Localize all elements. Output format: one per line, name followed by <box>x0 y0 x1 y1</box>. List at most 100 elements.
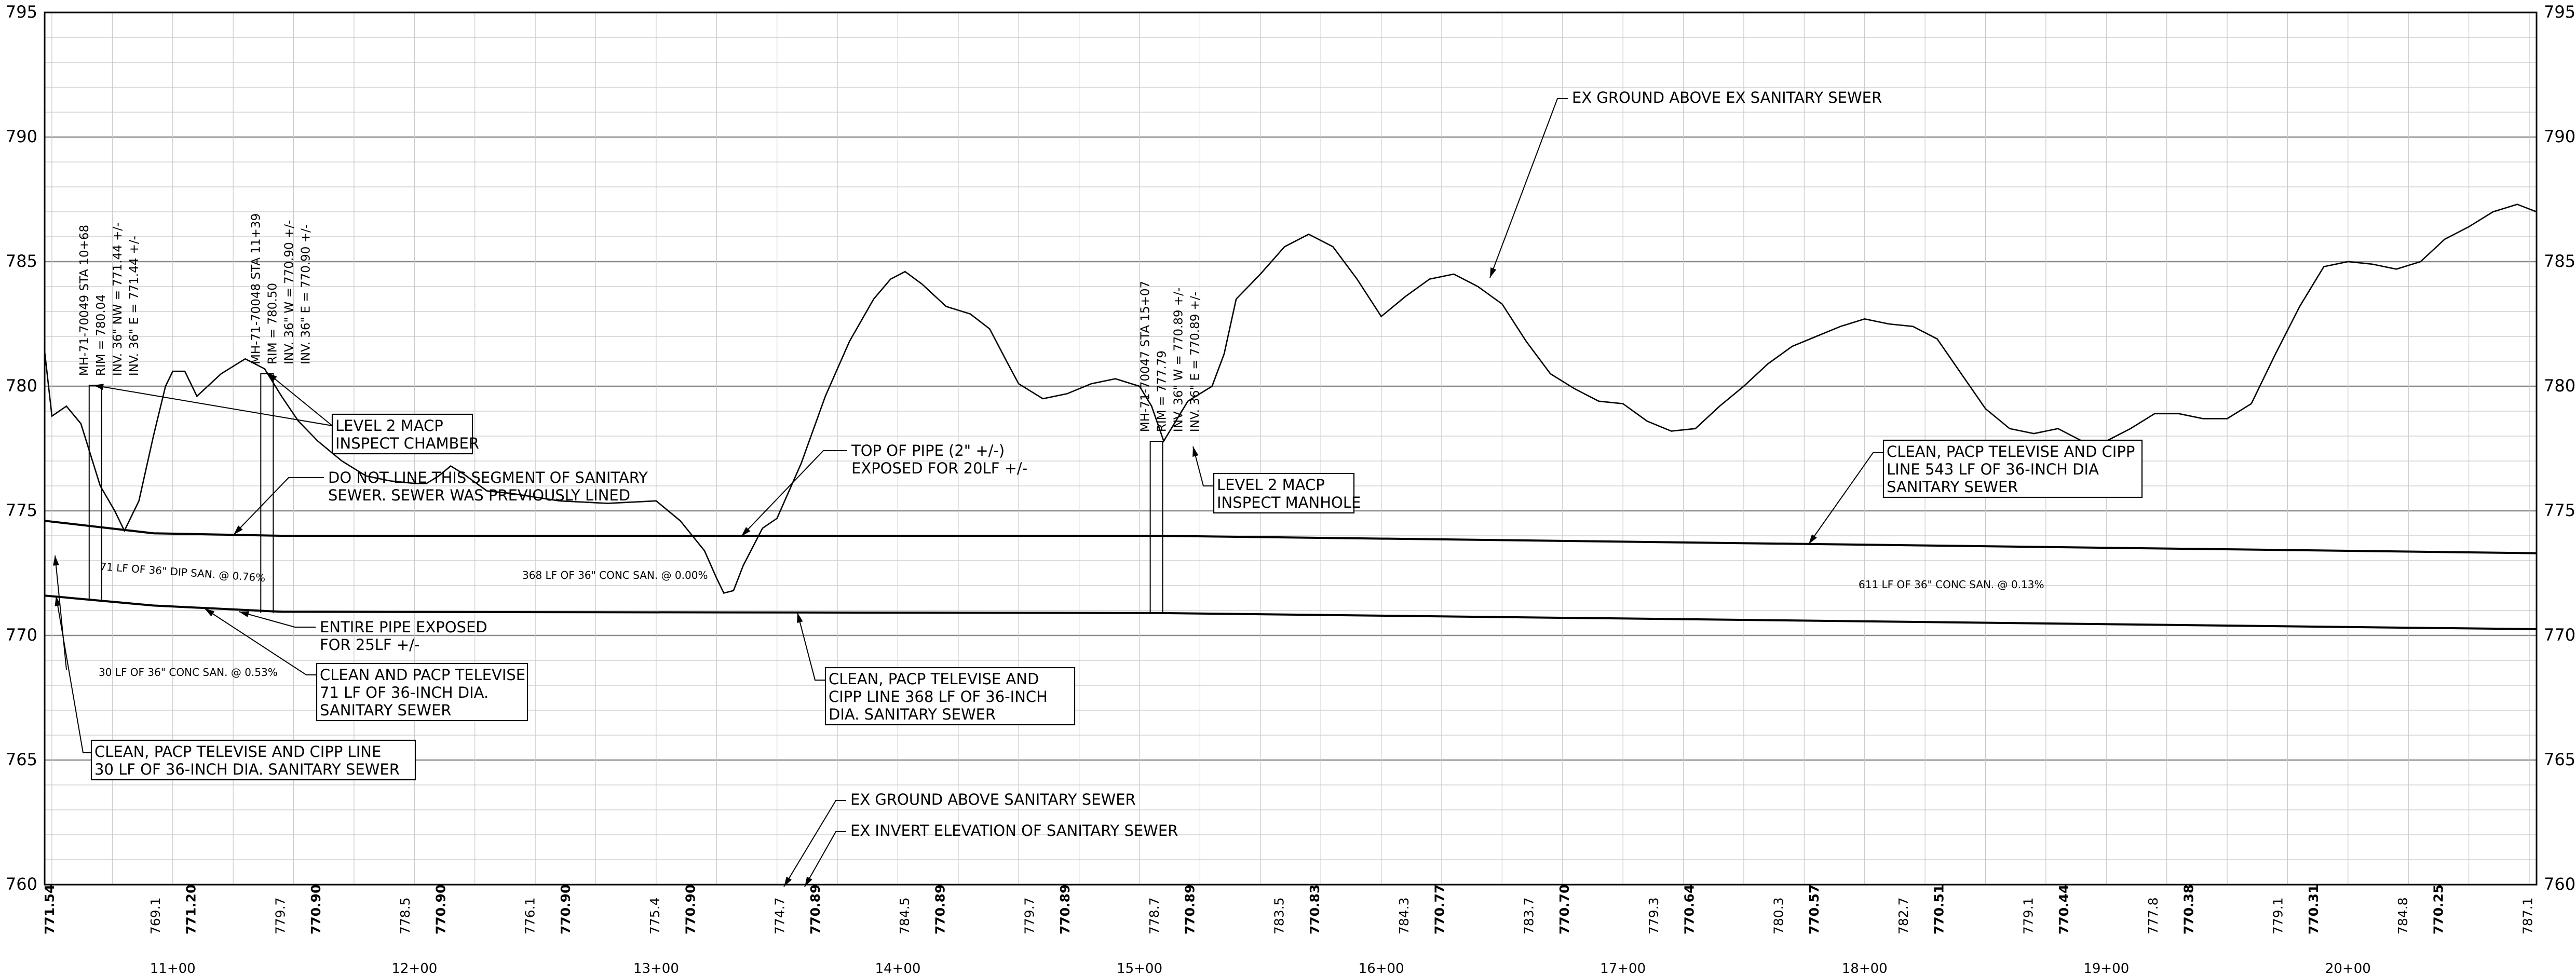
note-clean-543-line: LINE 543 LF OF 36-INCH DIA <box>1887 460 2099 478</box>
ground-elevation-value: 778.7 <box>1147 897 1162 934</box>
elevation-axis-labels: 795 795 790 790 785 785 780 780 775 775 770 770 765 7… <box>6 2 2575 894</box>
leader-30lf-label-arrow <box>53 555 59 566</box>
note-clean-543-line: CLEAN, PACP TELEVISE AND CIPP <box>1887 443 2135 460</box>
manhole-label-line: INV. 36" E = 771.44 +/- <box>128 236 141 376</box>
elevation-label-left: 775 <box>6 500 37 520</box>
invert-elevation-value: 770.90 <box>558 885 573 934</box>
manhole-label-line: RIM = 780.04 <box>94 294 108 376</box>
note-clean-71-box <box>316 662 528 722</box>
note-clean-368-box <box>824 667 1076 726</box>
elevation-label-right: 770 <box>2544 625 2575 645</box>
invert-elevation-value: 770.89 <box>808 885 823 934</box>
station-label: 17+00 <box>1600 961 1646 976</box>
note-legend-invert: EX INVERT ELEVATION OF SANITARY SEWER <box>850 822 1178 839</box>
leader-clean-71 <box>204 608 317 675</box>
invert-elevation-value: 770.89 <box>1057 885 1073 934</box>
note-clean-368-line: CIPP LINE 368 LF OF 36-INCH <box>829 688 1048 706</box>
existing-ground-line <box>44 204 2537 594</box>
ground-elevation-value: 779.1 <box>2271 897 2286 934</box>
note-entire-pipe-line: ENTIRE PIPE EXPOSED <box>320 618 487 636</box>
leader-chamber-2 <box>267 372 333 426</box>
manhole-label-line: RIM = 777.79 <box>1156 350 1169 432</box>
manhole-label-line: RIM = 780.50 <box>266 283 279 364</box>
station-label: 13+00 <box>633 961 679 976</box>
invert-elevation-value: 770.64 <box>1682 885 1697 934</box>
ground-elevation-value: 779.7 <box>273 897 288 934</box>
leader-clean-368-arrow <box>797 613 803 623</box>
elevation-label-right: 785 <box>2544 251 2575 271</box>
note-clean-30-line: 30 LF OF 36-INCH DIA. SANITARY SEWER <box>94 761 400 778</box>
elevation-label-left: 760 <box>6 874 37 894</box>
ground-elevation-value: 787.1 <box>2520 897 2536 934</box>
ground-elevation-value: 777.8 <box>2146 897 2161 934</box>
note-top-of-pipe: TOP OF PIPE (2" +/-)EXPOSED FOR 20LF +/- <box>851 442 1027 477</box>
leader-clean-71-arrow <box>205 608 215 617</box>
station-axis-labels: 11+00 12+00 13+00 14+00 15+00 16+00 17+00 18+00… <box>150 961 2371 976</box>
pipe-label-30lf: 30 LF OF 36" CONC SAN. @ 0.53% <box>99 666 278 679</box>
invert-elevation-value: 771.54 <box>42 885 57 934</box>
elevation-label-left: 770 <box>6 625 37 645</box>
ground-elevation-value: 779.3 <box>1646 897 1661 934</box>
invert-elevation-value: 770.25 <box>2431 885 2446 934</box>
ground-elevation-value: 784.3 <box>1397 897 1412 934</box>
invert-elevation-value: 770.44 <box>2056 885 2071 934</box>
note-level2-chamber-line: LEVEL 2 MACP <box>335 417 443 435</box>
leader-clean-30 <box>56 595 91 753</box>
leader-do-not-line-arrow <box>234 525 243 535</box>
elevation-label-right: 790 <box>2544 127 2575 146</box>
pipe-label-368lf: 368 LF OF 36" CONC SAN. @ 0.00% <box>522 569 708 581</box>
note-clean-368-line: CLEAN, PACP TELEVISE AND <box>829 670 1039 688</box>
leader-clean-543 <box>1808 452 1883 545</box>
invert-elevation-value: 770.90 <box>683 885 698 934</box>
manhole-label-line: INV. 36" E = 770.89 +/- <box>1189 292 1202 432</box>
note-level2-chamber-box <box>331 413 473 455</box>
elevation-label-left: 795 <box>6 2 37 22</box>
note-clean-30-box <box>90 739 416 781</box>
ground-elevation-value: 783.7 <box>1522 897 1537 934</box>
ground-elevation-value: 784.8 <box>2395 897 2410 934</box>
leader-clean-368 <box>797 612 825 681</box>
note-do-not-line: DO NOT LINE THIS SEGMENT OF SANITARYSEWE… <box>328 469 648 504</box>
invert-elevation-value: 770.51 <box>1932 885 1947 934</box>
leader-ex-ground-top <box>1489 98 1568 278</box>
manhole-label-line: INV. 36" E = 770.90 +/- <box>299 224 313 364</box>
elevation-label-left: 785 <box>6 251 37 271</box>
ground-elevation-value: 779.1 <box>2021 897 2036 934</box>
ground-elevation-value: 782.7 <box>1896 897 1911 934</box>
leader-entire-pipe-arrow <box>239 611 249 617</box>
pipe-invert-line <box>44 594 2537 630</box>
elevation-label-left: 765 <box>6 750 37 769</box>
pipe-label-611lf: 611 LF OF 36" CONC SAN. @ 0.13% <box>1859 578 2044 591</box>
invert-elevation-value: 770.77 <box>1432 885 1447 934</box>
note-top-of-pipe-line: TOP OF PIPE (2" +/-) <box>851 442 1005 459</box>
elevation-label-left: 790 <box>6 127 37 146</box>
manhole-callouts: MH-71-70049 STA 10+68 RIM = 780.04 INV. 36… <box>78 213 1202 614</box>
leader-chamber-1-arrow <box>93 384 104 390</box>
note-legend-ground: EX GROUND ABOVE SANITARY SEWER <box>850 791 1136 808</box>
note-clean-30-line: CLEAN, PACP TELEVISE AND CIPP LINE <box>94 743 381 761</box>
invert-elevation-value: 770.83 <box>1307 885 1322 934</box>
note-clean-71-line: SANITARY SEWER <box>320 701 451 719</box>
leader-manhole <box>1192 446 1213 486</box>
leader-clean-30-arrow <box>55 596 61 606</box>
invert-elevation-value: 771.20 <box>184 885 199 934</box>
note-top-of-pipe-line: EXPOSED FOR 20LF +/- <box>851 459 1027 477</box>
ground-elevation-value: 775.4 <box>647 897 662 934</box>
note-entire-pipe-line: FOR 25LF +/- <box>320 636 419 654</box>
manhole-label-line: MH-71-70047 STA 15+07 <box>1139 281 1153 432</box>
leader-top-of-pipe <box>741 450 847 537</box>
pipe-crown-line <box>44 520 2537 554</box>
elevation-label-right: 765 <box>2544 750 2575 769</box>
invert-elevation-value: 770.38 <box>2181 885 2197 934</box>
elevation-label-right: 795 <box>2544 2 2575 22</box>
leader-legend-invert <box>804 831 846 887</box>
leader-30lf-label <box>55 555 67 670</box>
elevation-label-right: 780 <box>2544 376 2575 396</box>
elevation-table: 771.54 771.20 770.90 770.90 770.90 770.90 770.… <box>42 885 2536 934</box>
station-label: 20+00 <box>2325 961 2371 976</box>
elevation-label-left: 780 <box>6 376 37 396</box>
